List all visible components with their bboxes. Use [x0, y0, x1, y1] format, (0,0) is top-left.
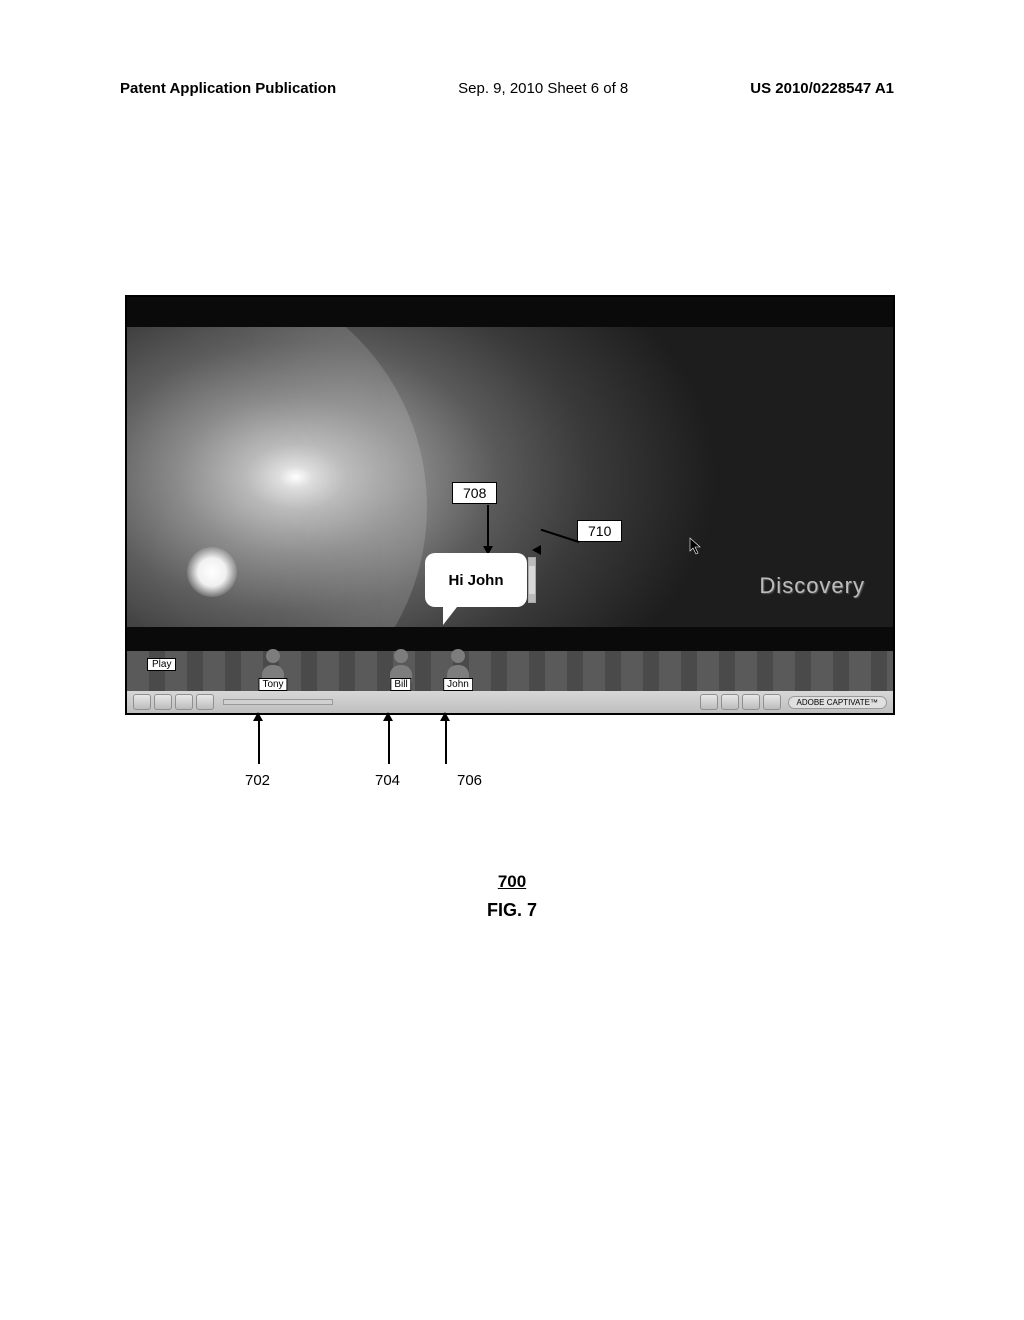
figure-number: 700: [0, 872, 1024, 892]
speech-bubble-text: Hi John: [449, 572, 504, 589]
avatar-head-icon: [451, 649, 465, 663]
control-bar: ADOBE CAPTIVATE™: [127, 691, 893, 713]
speech-bubble-scrollbar[interactable]: [528, 557, 536, 603]
play-label[interactable]: Play: [147, 658, 176, 671]
arrow-702-head: [253, 712, 263, 721]
back-button[interactable]: [175, 694, 193, 710]
ref-label-708: 708: [452, 482, 497, 504]
ref-label-710: 710: [577, 520, 622, 542]
speech-bubble: Hi John: [425, 553, 527, 607]
arrow-704: [388, 720, 390, 764]
arrow-704-head: [383, 712, 393, 721]
ref-label-706: 706: [457, 772, 482, 789]
control-bar-right: ADOBE CAPTIVATE™: [700, 694, 888, 710]
rewind-button[interactable]: [133, 694, 151, 710]
planet-graphic: [127, 327, 427, 627]
play-button[interactable]: [154, 694, 172, 710]
arrow-706-head: [440, 712, 450, 721]
cc-button[interactable]: [721, 694, 739, 710]
brand-pill: ADOBE CAPTIVATE™: [788, 696, 888, 709]
avatar-head-icon: [266, 649, 280, 663]
page-header: Patent Application Publication Sep. 9, 2…: [0, 80, 1024, 97]
ref-label-704: 704: [375, 772, 400, 789]
timeline-strip: Play Tony Bill John: [127, 651, 893, 691]
avatar-label-bill: Bill: [390, 678, 411, 691]
forward-button[interactable]: [196, 694, 214, 710]
avatar-label-tony: Tony: [258, 678, 287, 691]
sun-graphic: [187, 547, 237, 597]
close-button[interactable]: [742, 694, 760, 710]
ref-label-702: 702: [245, 772, 270, 789]
arrow-708: [487, 505, 489, 547]
header-right: US 2010/0228547 A1: [750, 80, 894, 97]
arrow-706: [445, 720, 447, 764]
discovery-watermark: Discovery: [759, 573, 865, 599]
cursor-icon: [689, 537, 703, 558]
progress-slider[interactable]: [223, 699, 333, 705]
avatar-bill[interactable]: Bill: [385, 649, 417, 689]
arrow-710-head: [532, 545, 541, 555]
avatar-head-icon: [394, 649, 408, 663]
header-center: Sep. 9, 2010 Sheet 6 of 8: [458, 80, 628, 97]
info-button[interactable]: [763, 694, 781, 710]
arrow-702: [258, 720, 260, 764]
control-bar-left: [133, 694, 333, 710]
figure-frame: Discovery 708 710 Hi John Play Tony Bill…: [125, 295, 895, 715]
avatar-john[interactable]: John: [442, 649, 474, 689]
avatar-label-john: John: [443, 678, 473, 691]
header-left: Patent Application Publication: [120, 80, 336, 97]
avatar-tony[interactable]: Tony: [257, 649, 289, 689]
figure-caption: FIG. 7: [0, 900, 1024, 921]
audio-button[interactable]: [700, 694, 718, 710]
